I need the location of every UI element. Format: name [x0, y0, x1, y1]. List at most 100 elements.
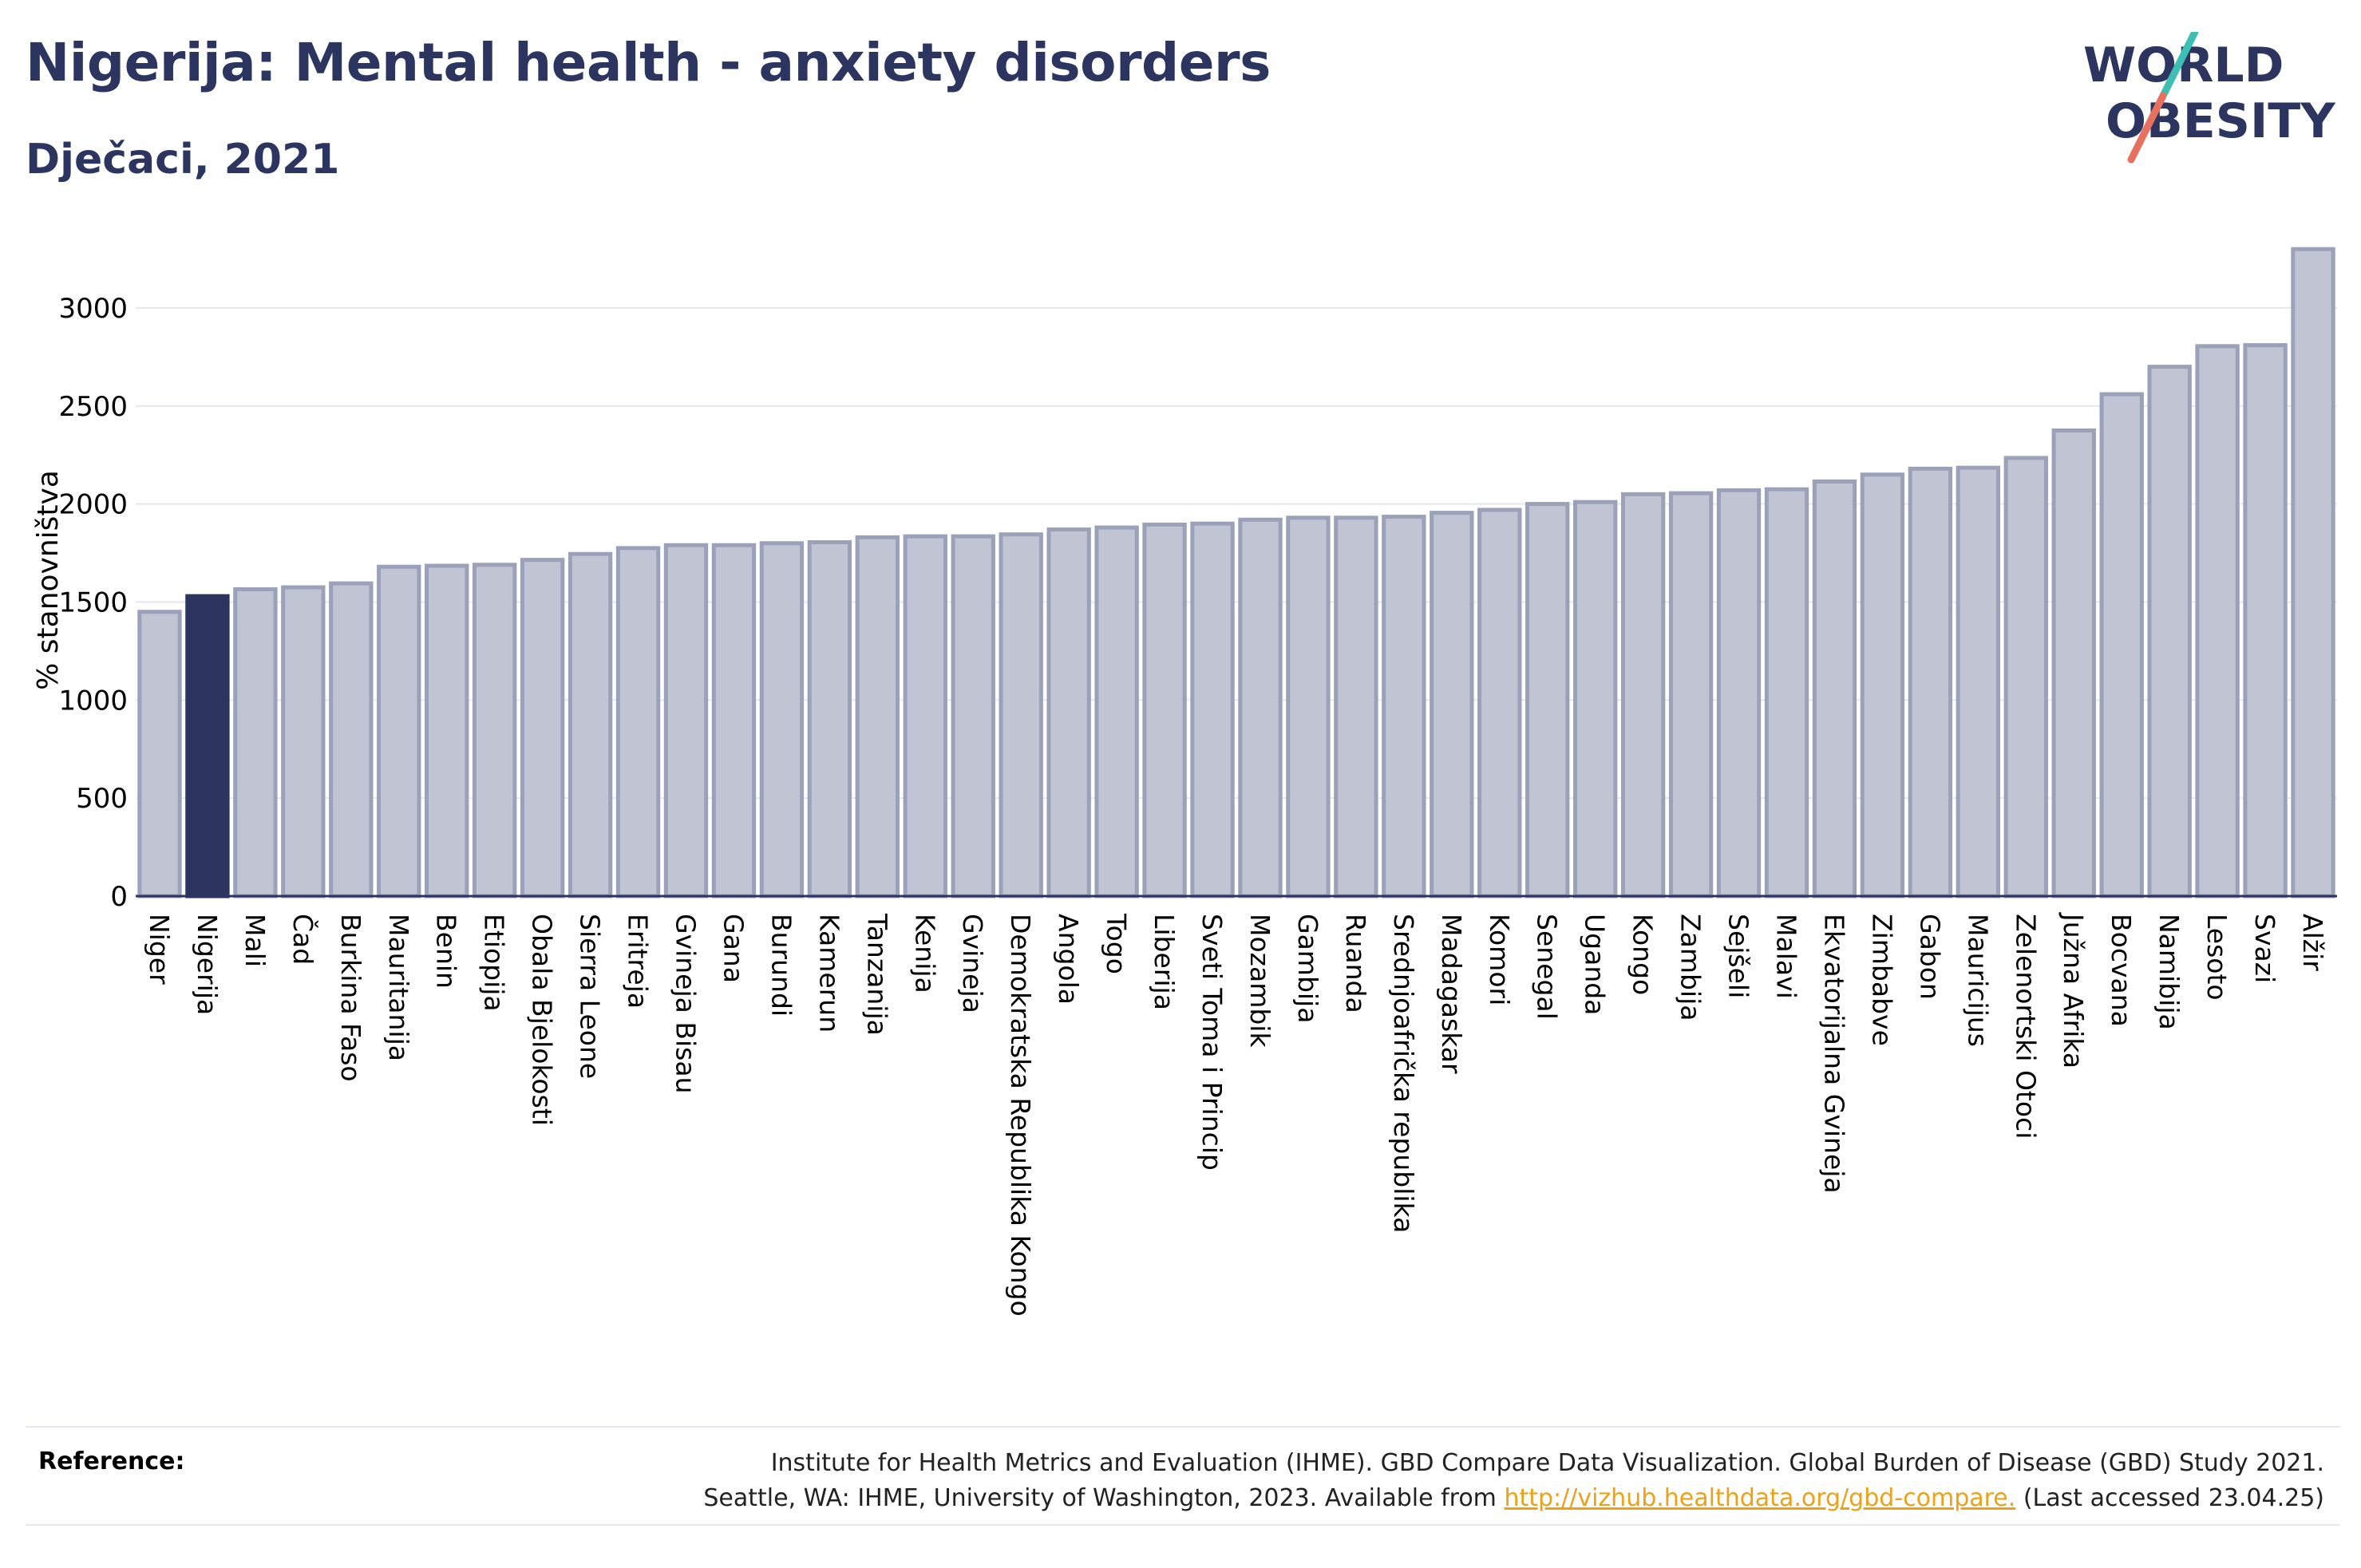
x-tick-label: Kenija	[909, 914, 940, 993]
bar-gvineja	[951, 534, 995, 899]
chart-subtitle: Dječaci, 2021	[26, 136, 340, 184]
x-tick-label: Benin	[431, 914, 462, 989]
bar-gabon	[1908, 466, 1953, 899]
x-tick-label: Lesoto	[2201, 914, 2232, 1001]
bar-liberija	[1142, 522, 1187, 899]
bar-sveti-toma-i-princip	[1190, 521, 1235, 899]
bar-demokratska-republika-kongo	[999, 532, 1043, 899]
bar-kongo	[1620, 492, 1666, 899]
x-tick-label: Zelenortski Otoci	[2010, 914, 2041, 1139]
bar-niger	[137, 610, 182, 899]
bar-svazi	[2243, 343, 2288, 899]
x-tick-label: Komori	[1484, 914, 1515, 1005]
x-tick-label: Južna Afrika	[2058, 912, 2089, 1068]
reference-label: Reference:	[38, 1448, 185, 1475]
x-tick-label: Mozambik	[1244, 914, 1275, 1048]
x-tick-label: Malavi	[1771, 914, 1802, 999]
x-tick-label: Srednjoafrička republika	[1388, 914, 1419, 1233]
x-tick-label: Bocvana	[2106, 914, 2137, 1027]
bar-lesoto	[2195, 344, 2240, 899]
y-tick-label: 2000	[58, 489, 128, 521]
x-tick-label: Demokratska Republika Kongo	[1005, 914, 1036, 1317]
x-tick-label: Ruanda	[1340, 914, 1371, 1013]
reference-divider-top	[26, 1426, 2340, 1428]
x-tick-label: Kongo	[1627, 914, 1659, 995]
reference-line-2-prefix: Seattle, WA: IHME, University of Washing…	[703, 1484, 1505, 1512]
bar-čad	[281, 585, 326, 899]
x-tick-label: Etiopija	[479, 914, 510, 1012]
y-tick-label: 2500	[58, 391, 128, 423]
x-tick-label: Eritreja	[623, 914, 654, 1009]
x-tick-label: Mali	[239, 914, 271, 967]
x-tick-label: Liberija	[1149, 914, 1180, 1010]
bar-senegal	[1525, 502, 1570, 899]
bar-nigerija	[185, 594, 230, 899]
reference-line-2-suffix: (Last accessed 23.04.25)	[2015, 1484, 2324, 1512]
bars	[136, 247, 2337, 899]
y-tick-label: 1000	[58, 685, 128, 717]
bar-mali	[233, 587, 278, 899]
bar-ruanda	[1334, 515, 1378, 899]
bar-burkina-faso	[329, 581, 374, 899]
y-tick-label: 1500	[58, 587, 128, 618]
reference-divider-bottom	[26, 1524, 2340, 1526]
logo-slash-top	[2159, 32, 2199, 100]
bar-mauricijus	[1956, 465, 2001, 899]
bar-malavi	[1764, 487, 1809, 899]
x-tick-labels: Niger Nigerija Mali Čad Burkina Faso Mauritan…	[144, 912, 2328, 1317]
bar-togo	[1094, 525, 1139, 899]
logo-slash-bottom	[2127, 92, 2167, 164]
y-axis-label: % stanovništva	[32, 470, 65, 690]
bar-mozambik	[1238, 517, 1283, 899]
world-obesity-logo: WORLD OBESITY	[2083, 32, 2336, 164]
bar-sejšeli	[1716, 488, 1762, 899]
x-tick-label: Čad	[287, 914, 319, 965]
bar-južna-afrika	[2051, 428, 2096, 899]
x-tick-label: Kamerun	[813, 914, 844, 1033]
bar-alžir	[2291, 247, 2335, 899]
bar-kenija	[903, 534, 947, 899]
bar-burundi	[759, 541, 805, 899]
x-tick-label: Zimbabve	[1866, 914, 1897, 1046]
x-tick-label: Nigerija	[192, 914, 223, 1015]
x-tick-label: Sierra Leone	[575, 914, 606, 1079]
x-tick-label: Burkina Faso	[335, 914, 366, 1082]
x-tick-label: Zambija	[1675, 914, 1706, 1021]
chart-title: Nigerija: Mental health - anxiety disord…	[26, 32, 1271, 93]
bar-mauritanija	[377, 564, 421, 899]
bar-zelenortski-otoci	[2003, 456, 2048, 899]
x-tick-label: Togo	[1101, 913, 1132, 974]
x-tick-label: Sejšeli	[1723, 914, 1754, 998]
bar-gana	[711, 543, 757, 899]
reference-line-1: Institute for Health Metrics and Evaluat…	[770, 1449, 2324, 1477]
bar-madagaskar	[1430, 511, 1474, 899]
bar-zambija	[1668, 491, 1714, 899]
x-tick-label: Angola	[1053, 914, 1084, 1005]
bar-eritreja	[615, 546, 661, 899]
x-tick-label: Gabon	[1914, 914, 1945, 1000]
bar-uganda	[1572, 500, 1618, 899]
reference-link[interactable]: http://vizhub.healthdata.org/gbd-compare…	[1504, 1484, 2016, 1512]
bar-chart: 0 500 1000 1500 2000 2500 3000 Niger Nigerija Ma…	[32, 247, 2337, 1317]
y-tick-labels: 0 500 1000 1500 2000 2500 3000	[58, 293, 128, 913]
y-tick-label: 0	[110, 881, 128, 913]
y-tick-label: 500	[76, 783, 128, 815]
bar-gvineja-bisau	[663, 543, 709, 899]
y-tick-label: 3000	[58, 293, 128, 325]
bar-obala-bjelokosti	[520, 558, 565, 899]
x-tick-label: Gana	[718, 914, 749, 983]
x-tick-label: Niger	[144, 914, 175, 985]
bar-zimbabve	[1860, 472, 1905, 899]
x-tick-label: Uganda	[1580, 914, 1611, 1015]
x-tick-label: Madagaskar	[1436, 914, 1467, 1074]
bar-kamerun	[807, 540, 852, 899]
bar-srednjoafrička-republika	[1382, 515, 1426, 899]
x-tick-label: Ekvatorijalna Gvineja	[1818, 914, 1849, 1194]
x-tick-label: Senegal	[1532, 914, 1563, 1020]
x-tick-label: Obala Bjelokosti	[527, 914, 558, 1126]
x-tick-label: Svazi	[2249, 914, 2280, 983]
bar-sierra-leone	[568, 551, 613, 899]
bar-tanzanija	[855, 535, 900, 899]
bar-benin	[425, 563, 469, 899]
x-tick-label: Sveti Toma i Princip	[1196, 914, 1228, 1171]
